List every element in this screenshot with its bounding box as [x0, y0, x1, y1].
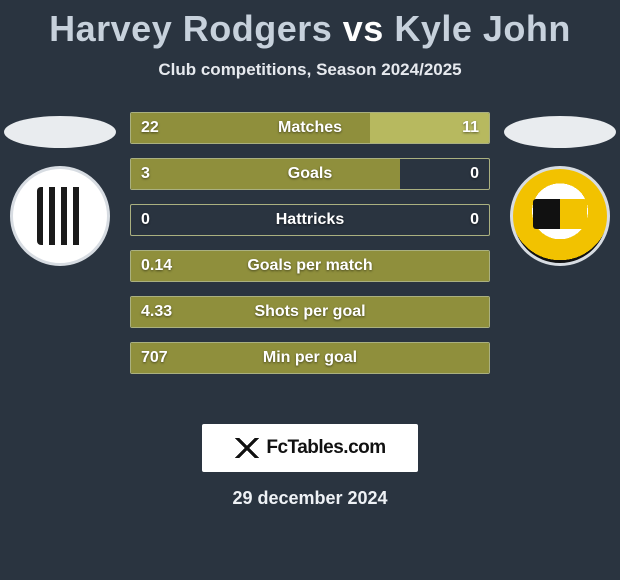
metric-value-right: 0 — [470, 159, 479, 189]
brand-text: FcTables.com — [266, 437, 385, 459]
metric-bar-left — [131, 297, 489, 327]
player2-silhouette — [504, 116, 616, 148]
player1-silhouette — [4, 116, 116, 148]
metric-bar-right — [370, 113, 489, 143]
player2-name: Kyle John — [394, 8, 571, 49]
player1-name: Harvey Rodgers — [49, 8, 332, 49]
player1-club-crest — [10, 166, 110, 266]
metric-row: 707Min per goal — [130, 342, 490, 374]
metric-label: Hattricks — [131, 205, 489, 235]
comparison-title: Harvey Rodgers vs Kyle John — [0, 0, 620, 50]
comparison-stage: 2211Matches30Goals00Hattricks0.14Goals p… — [0, 112, 620, 412]
vs-text: vs — [343, 8, 384, 49]
player2-column — [500, 116, 620, 266]
metric-row: 0.14Goals per match — [130, 250, 490, 282]
player1-column — [0, 116, 120, 266]
brand-box[interactable]: FcTables.com — [202, 424, 418, 472]
subtitle: Club competitions, Season 2024/2025 — [0, 60, 620, 80]
metric-row: 2211Matches — [130, 112, 490, 144]
metric-bar-left — [131, 343, 489, 373]
metric-bar-left — [131, 113, 370, 143]
date: 29 december 2024 — [0, 488, 620, 509]
metric-row: 4.33Shots per goal — [130, 296, 490, 328]
metric-row: 0 0Hattricks — [130, 204, 490, 236]
metric-bar-left — [131, 251, 489, 281]
metric-bar-left — [131, 159, 400, 189]
brand-icon — [234, 438, 260, 458]
metric-value-left: 0 — [141, 205, 150, 235]
metric-value-right: 0 — [470, 205, 479, 235]
metric-bars: 2211Matches30Goals00Hattricks0.14Goals p… — [130, 112, 490, 374]
metric-row: 30Goals — [130, 158, 490, 190]
player2-club-crest — [510, 166, 610, 266]
